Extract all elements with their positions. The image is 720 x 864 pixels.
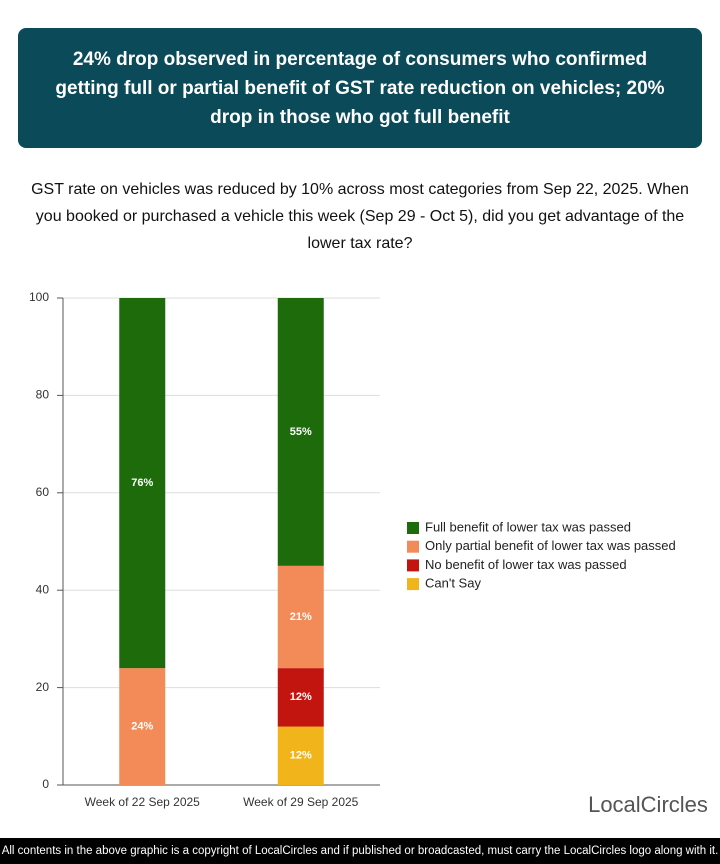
- chart-title: 24% drop observed in percentage of consu…: [18, 28, 702, 148]
- legend-label: Can't Say: [425, 576, 481, 591]
- data-label: 76%: [131, 477, 153, 489]
- x-tick-label: Week of 22 Sep 2025: [85, 795, 201, 809]
- bar-segment: [277, 726, 324, 785]
- y-tick-label: 60: [36, 485, 50, 499]
- bar-segment: [277, 565, 324, 669]
- legend-swatch: [407, 578, 419, 591]
- x-tick-label: Week of 29 Sep 2025: [243, 795, 359, 809]
- bar-segment: [277, 668, 324, 727]
- data-label: 24%: [131, 720, 153, 732]
- y-tick-label: 40: [36, 582, 50, 596]
- legend-label: Full benefit of lower tax was passed: [425, 519, 631, 534]
- logo: LocalCircles: [588, 792, 708, 817]
- y-tick-label: 0: [42, 777, 49, 791]
- chart-subtitle: GST rate on vehicles was reduced by 10% …: [31, 181, 689, 252]
- y-tick-label: 80: [36, 388, 50, 402]
- data-label: 12%: [290, 750, 312, 762]
- legend-label: No benefit of lower tax was passed: [425, 557, 627, 572]
- chart: LocalCircles 0 20 40 60 80 100 Week of 22 Sep …: [29, 290, 708, 817]
- legend-swatch: [407, 559, 419, 572]
- y-tick-label: 100: [29, 290, 49, 304]
- data-label: 55%: [290, 426, 312, 438]
- bar-segment: [119, 668, 166, 785]
- legend-swatch: [407, 540, 419, 553]
- data-label: 21%: [290, 611, 312, 623]
- footer: All contents in the above graphic is a c…: [0, 838, 720, 864]
- legend-swatch: [407, 522, 419, 534]
- bar-segment: [277, 298, 324, 566]
- bar-segment: [119, 298, 166, 669]
- legend-label: Only partial benefit of lower tax was pa…: [425, 538, 676, 553]
- y-tick-label: 20: [36, 680, 50, 694]
- data-label: 12%: [290, 691, 312, 703]
